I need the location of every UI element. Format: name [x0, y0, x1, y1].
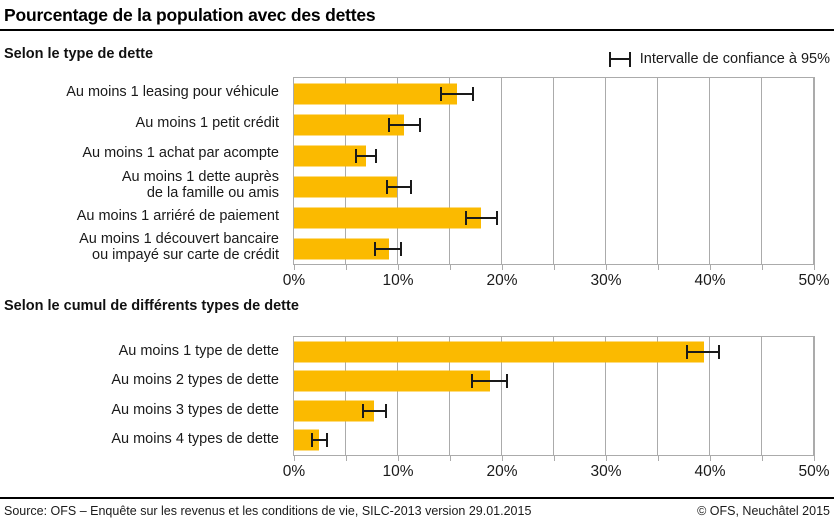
- bar: [294, 429, 319, 451]
- category-label: Au moins 1 petit crédit: [135, 114, 279, 131]
- copyright-text: © OFS, Neuchâtel 2015: [697, 504, 830, 518]
- axis-tick-label: 40%: [694, 463, 726, 480]
- chart-type-de-dette: Au moins 1 leasing pour véhicule Au moins…: [0, 77, 830, 295]
- plot-column: 0% 10% 20% 30% 40% 50%: [283, 77, 830, 295]
- axis-tick: [502, 265, 503, 270]
- confidence-interval-icon: [608, 51, 631, 67]
- bar: [294, 238, 389, 259]
- axis-tick: [294, 265, 295, 270]
- error-bar: [464, 210, 498, 225]
- bar-row: [294, 78, 814, 109]
- page-title: Pourcentage de la population avec des de…: [4, 5, 376, 25]
- x-axis: 0% 10% 20% 30% 40% 50%: [283, 456, 830, 486]
- bar: [294, 370, 490, 392]
- bar-row: [294, 367, 814, 397]
- error-bar: [686, 344, 721, 359]
- title-divider: [0, 29, 834, 31]
- bar-row: [294, 233, 814, 264]
- category-label: Au moins 3 types de dette: [111, 401, 279, 418]
- error-bar: [385, 179, 412, 194]
- axis-tick: [710, 456, 711, 461]
- axis-tick: [346, 456, 347, 461]
- legend: Intervalle de confiance à 95%: [608, 51, 830, 67]
- bar: [294, 145, 366, 166]
- axis-tick: [606, 265, 607, 270]
- bar-row: [294, 171, 814, 202]
- plot-area: [293, 336, 815, 456]
- plot-area: [293, 77, 815, 265]
- bar: [294, 83, 458, 104]
- plot-column: 0% 10% 20% 30% 40% 50%: [283, 336, 830, 486]
- axis-tick-label: 50%: [798, 463, 830, 480]
- axis-tick-label: 0%: [282, 463, 306, 480]
- footer: Source: OFS – Enquête sur les revenus et…: [4, 504, 830, 518]
- bar-row: [294, 396, 814, 426]
- x-axis: 0% 10% 20% 30% 40% 50%: [283, 265, 830, 295]
- error-bar: [310, 433, 329, 448]
- axis-tick: [658, 265, 659, 270]
- axis-tick: [398, 265, 399, 270]
- category-labels: Au moins 1 leasing pour véhicule Au moins…: [0, 77, 293, 263]
- bar: [294, 341, 704, 363]
- axis-tick-label: 10%: [382, 272, 414, 289]
- axis-tick: [294, 456, 295, 461]
- error-bar: [439, 86, 474, 101]
- bar: [294, 114, 405, 135]
- category-label: Au moins 2 types de dette: [111, 372, 279, 389]
- category-label: Au moins 1 découvert bancaire ou impayé …: [79, 231, 279, 263]
- bar: [294, 176, 397, 197]
- category-label: Au moins 4 types de dette: [111, 431, 279, 448]
- axis-tick-label: 30%: [590, 272, 622, 289]
- axis-tick: [450, 456, 451, 461]
- axis-tick: [502, 456, 503, 461]
- section-title-type-de-dette: Selon le type de dette: [4, 46, 154, 62]
- error-bar: [374, 241, 403, 256]
- bar-row: [294, 109, 814, 140]
- axis-tick-label: 20%: [486, 463, 518, 480]
- error-bar: [387, 117, 421, 132]
- axis-tick-label: 10%: [382, 463, 414, 480]
- axis-tick: [658, 456, 659, 461]
- axis-tick-label: 30%: [590, 463, 622, 480]
- error-bar: [355, 148, 378, 163]
- error-bar: [361, 403, 387, 418]
- category-label: Au moins 1 leasing pour véhicule: [66, 84, 279, 101]
- axis-tick: [762, 456, 763, 461]
- axis-tick-label: 0%: [282, 272, 306, 289]
- section-title-cumul-types: Selon le cumul de différents types de de…: [4, 298, 299, 314]
- bar-row: [294, 337, 814, 367]
- axis-tick: [346, 265, 347, 270]
- axis-tick-label: 40%: [694, 272, 726, 289]
- axis-tick: [554, 456, 555, 461]
- bar: [294, 400, 375, 422]
- bar-row: [294, 426, 814, 456]
- legend-label: Intervalle de confiance à 95%: [639, 51, 830, 67]
- axis-tick: [762, 265, 763, 270]
- axis-tick: [554, 265, 555, 270]
- axis-tick: [450, 265, 451, 270]
- axis-tick: [398, 456, 399, 461]
- bar: [294, 207, 482, 228]
- source-text: Source: OFS – Enquête sur les revenus et…: [4, 504, 532, 518]
- category-label: Au moins 1 achat par acompte: [82, 145, 279, 162]
- bar-row: [294, 140, 814, 171]
- chart-cumul-types: Au moins 1 type de dette Au moins 2 types…: [0, 336, 830, 486]
- category-label: Au moins 1 type de dette: [118, 342, 279, 359]
- axis-tick: [814, 456, 815, 461]
- bar-row: [294, 202, 814, 233]
- axis-tick: [814, 265, 815, 270]
- axis-tick-label: 50%: [798, 272, 830, 289]
- error-bar: [470, 374, 509, 389]
- category-label: Au moins 1 dette auprès de la famille ou…: [121, 168, 279, 201]
- axis-tick: [710, 265, 711, 270]
- category-labels: Au moins 1 type de dette Au moins 2 types…: [0, 336, 293, 454]
- axis-tick: [606, 456, 607, 461]
- footer-divider: [0, 497, 834, 499]
- axis-tick-label: 20%: [486, 272, 518, 289]
- category-label: Au moins 1 arriéré de paiement: [76, 207, 279, 224]
